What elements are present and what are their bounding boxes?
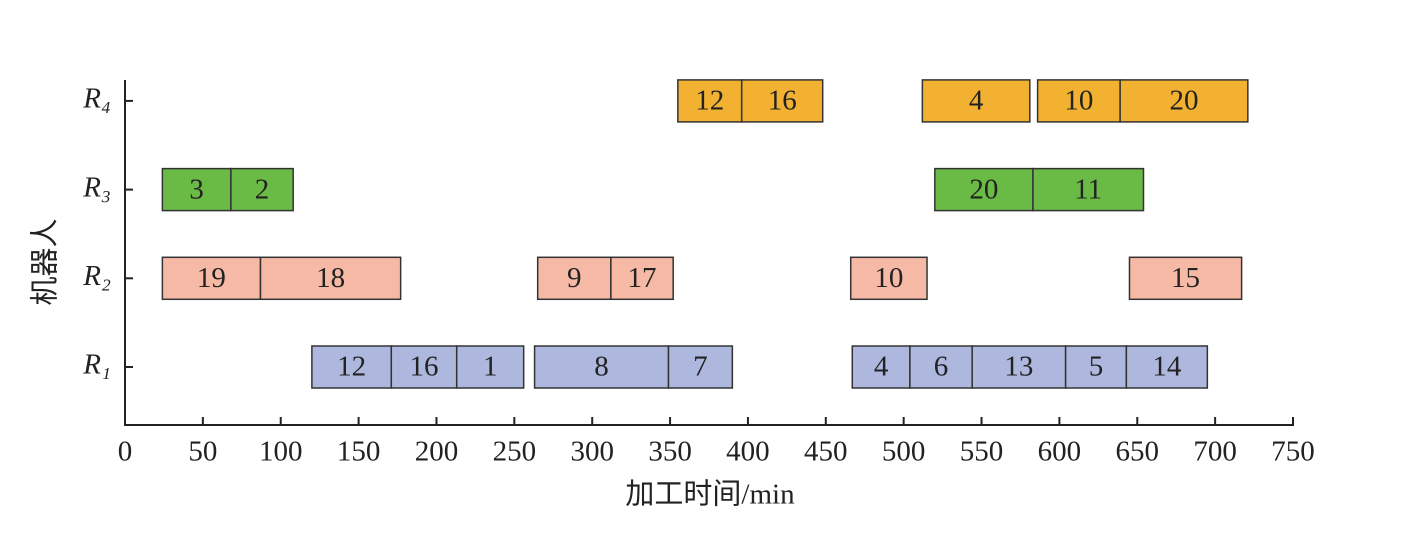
x-axis-label: 加工时间/min [625,478,795,511]
task-bar [1119,79,1249,123]
task-label: 5 [1089,351,1104,383]
x-tick-label: 550 [960,436,1004,468]
y-tick-label: R₁ [82,349,111,381]
task-label: 10 [874,262,903,294]
task-bar [909,345,973,389]
task-label: 6 [934,351,949,383]
task-label: 16 [410,351,439,383]
x-tick-label: 350 [648,436,692,468]
task-label: 8 [594,351,609,383]
x-tick-label: 650 [1116,436,1160,468]
task-bar [610,256,674,301]
x-tick-label: 500 [882,436,926,468]
x-tick-label: 100 [259,436,303,468]
task-label: 20 [1169,85,1198,117]
x-tick-label: 150 [337,436,381,468]
task-bar [259,256,402,301]
task-bar [1125,345,1209,389]
task-label: 9 [567,262,582,294]
task-label: 10 [1064,85,1093,117]
task-label: 7 [693,351,708,383]
x-tick-label: 700 [1193,436,1237,468]
task-bar [677,79,743,123]
task-label: 14 [1152,351,1182,383]
task-bar [536,256,612,301]
task-bar [390,345,458,389]
task-label: 3 [189,173,204,205]
task-bar [740,79,824,123]
task-bar [971,345,1067,389]
task-bar [1036,79,1121,123]
x-tick-label: 400 [726,436,770,468]
y-tick-label: R₃ [82,171,111,203]
task-label: 19 [197,262,226,294]
x-tick-label: 600 [1038,436,1082,468]
task-label: 18 [316,262,345,294]
task-label: 15 [1171,262,1200,294]
task-bar [667,345,734,389]
task-bar [1032,167,1145,212]
task-label: 11 [1074,173,1102,205]
x-tick-label: 0 [118,436,133,468]
x-tick-label: 50 [188,436,217,468]
task-label: 12 [695,85,724,117]
task-label: 16 [768,85,797,117]
x-tick-label: 250 [493,436,537,468]
task-label: 4 [874,351,889,383]
task-bar [849,256,928,301]
task-bar [311,345,393,389]
task-bar [533,345,670,389]
x-tick-label: 200 [415,436,459,468]
task-bar [934,167,1034,212]
task-bar [230,167,294,212]
task-bar [1128,256,1243,301]
y-tick-label: R₄ [82,83,111,115]
x-tick-label: 750 [1271,436,1315,468]
x-tick-label: 300 [570,436,614,468]
task-label: 12 [337,351,366,383]
task-label: 13 [1004,351,1033,383]
task-bar [851,345,911,389]
y-tick-label: R₂ [82,260,111,292]
x-tick-label: 450 [804,436,848,468]
task-label: 1 [483,351,498,383]
task-label: 17 [628,262,657,294]
task-label: 4 [969,85,984,117]
task-bar [921,79,1031,123]
task-label: 2 [255,173,270,205]
y-axis-label: 机器人 [29,218,62,305]
task-label: 20 [969,173,998,205]
task-bar [455,345,525,389]
